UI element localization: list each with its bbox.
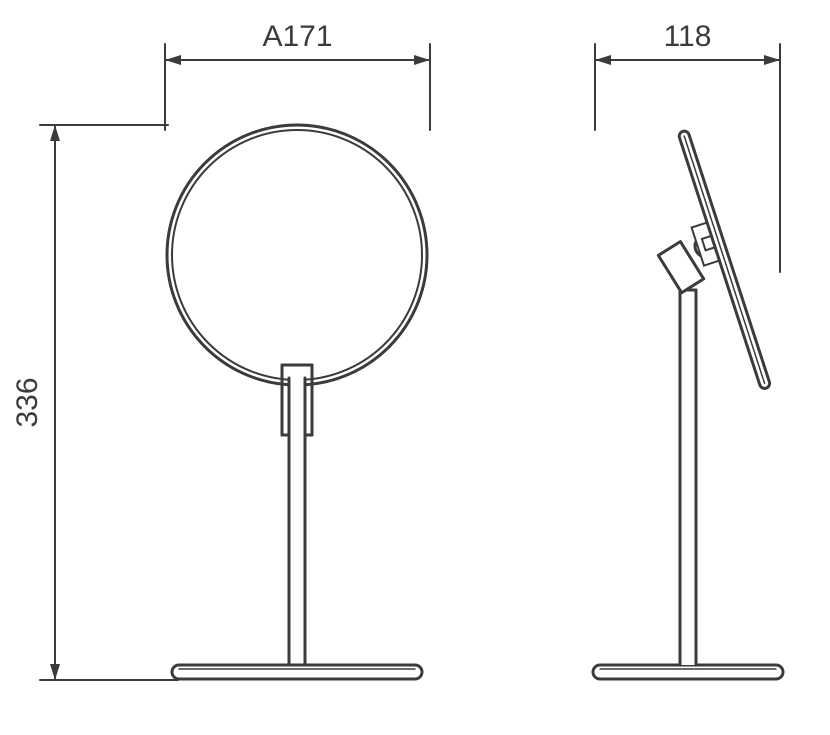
- dim-width-label: A171: [262, 20, 332, 53]
- dim-height-label: 336: [11, 377, 44, 427]
- technical-drawing: A171 118 336: [0, 0, 830, 735]
- dim-depth-label: 118: [664, 20, 712, 53]
